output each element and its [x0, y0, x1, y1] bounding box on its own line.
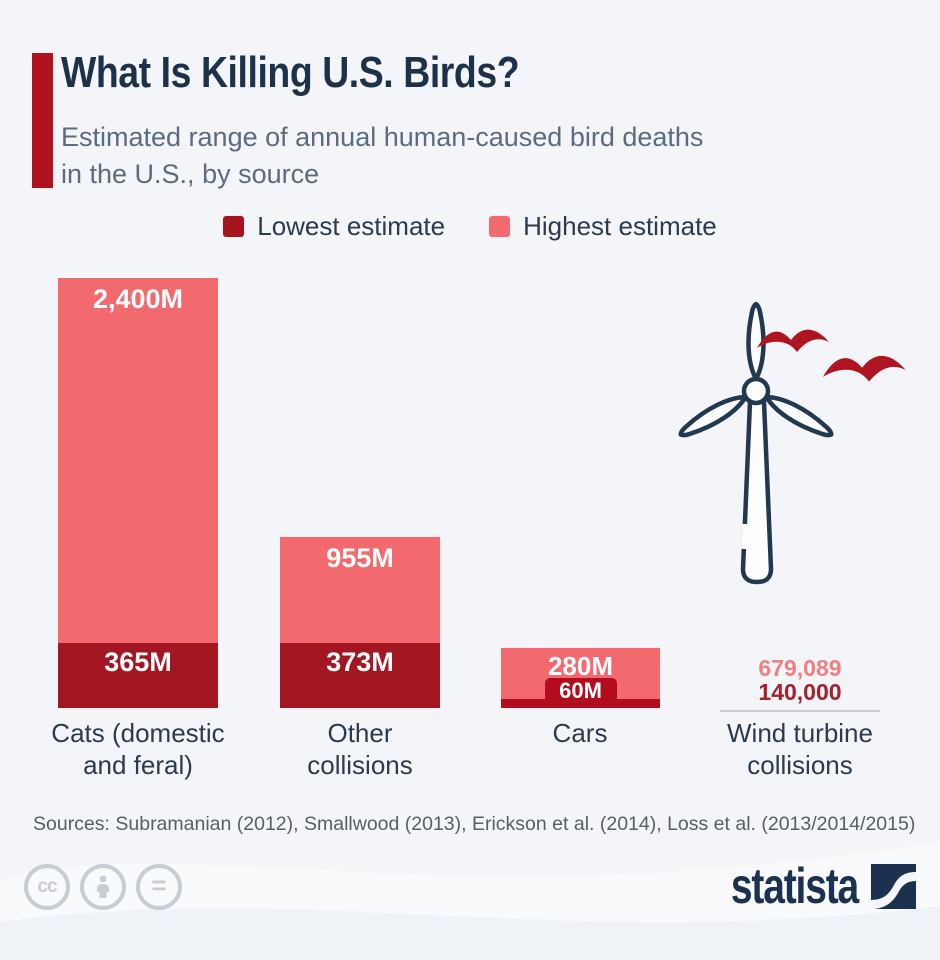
- legend-label-highest: Highest estimate: [523, 211, 717, 241]
- license-icons: cc =: [24, 864, 182, 910]
- legend-item-lowest: Lowest estimate: [223, 211, 445, 242]
- category-label-cats: Cats (domestic and feral): [51, 718, 225, 780]
- turbine-blade-top: [746, 301, 766, 382]
- legend: Lowest estimate Highest estimate: [0, 211, 940, 242]
- turbine-tower: [740, 399, 774, 585]
- legend-swatch-lowest: [223, 216, 245, 237]
- title-accent-bar: [32, 53, 53, 188]
- legend-item-highest: Highest estimate: [489, 211, 717, 242]
- turbine-blade-left: [678, 394, 748, 438]
- bird-icon: [823, 355, 906, 382]
- category-label-wind-turbine: Wind turbine collisions: [727, 718, 873, 780]
- attribution-person-icon[interactable]: [80, 864, 126, 910]
- bar-other-high-value: 955M: [326, 543, 394, 573]
- wind-turbine-icon: [678, 301, 906, 585]
- bar-other-low-value: 373M: [326, 647, 394, 677]
- subtitle-line-1: Estimated range of annual human-caused b…: [61, 122, 704, 152]
- statista-logo[interactable]: statista: [640, 861, 916, 911]
- sources-text: Sources: Subramanian (2012), Smallwood (…: [33, 813, 916, 835]
- wind-baseline-rule: [720, 710, 880, 712]
- legend-swatch-highest: [489, 216, 511, 237]
- turbine-hub: [741, 376, 771, 406]
- statista-wordmark: statista: [730, 858, 859, 914]
- subtitle-line-2: in the U.S., by source: [61, 159, 320, 189]
- background-wave: [0, 842, 940, 960]
- page-subtitle: Estimated range of annual human-caused b…: [61, 119, 703, 193]
- birds-icon: [757, 329, 906, 382]
- category-label-other-collisions: Other collisions: [307, 718, 413, 780]
- page-title: What Is Killing U.S. Birds?: [61, 48, 520, 97]
- turbine-blade-right: [764, 394, 834, 438]
- bird-icon: [757, 329, 829, 352]
- bar-cars: 280M 60M: [501, 648, 660, 708]
- bar-cats-high-value: 2,400M: [92, 284, 184, 314]
- equals-icon[interactable]: =: [136, 864, 182, 910]
- wind-low-value: 140,000: [758, 679, 842, 705]
- statista-logo-icon: [871, 863, 916, 909]
- bar-cats: 2,400M 365M: [58, 278, 218, 708]
- cc-icon[interactable]: cc: [24, 864, 70, 910]
- wind-high-value: 679,089: [758, 655, 842, 681]
- bar-other-low-segment: 373M: [280, 643, 440, 708]
- legend-label-lowest: Lowest estimate: [257, 211, 446, 241]
- bar-cats-low-segment: 365M: [58, 643, 218, 708]
- bar-cars-low-strip: [501, 699, 660, 708]
- wind-turbine-values: 679,089 140,000: [720, 656, 880, 704]
- bar-other-collisions: 955M 373M: [280, 537, 440, 708]
- bar-cats-low-value: 365M: [104, 647, 172, 677]
- bar-cars-low-badge: 60M: [544, 678, 617, 703]
- bar-cars-high-value: 280M: [547, 651, 614, 681]
- category-label-cars: Cars: [552, 718, 608, 748]
